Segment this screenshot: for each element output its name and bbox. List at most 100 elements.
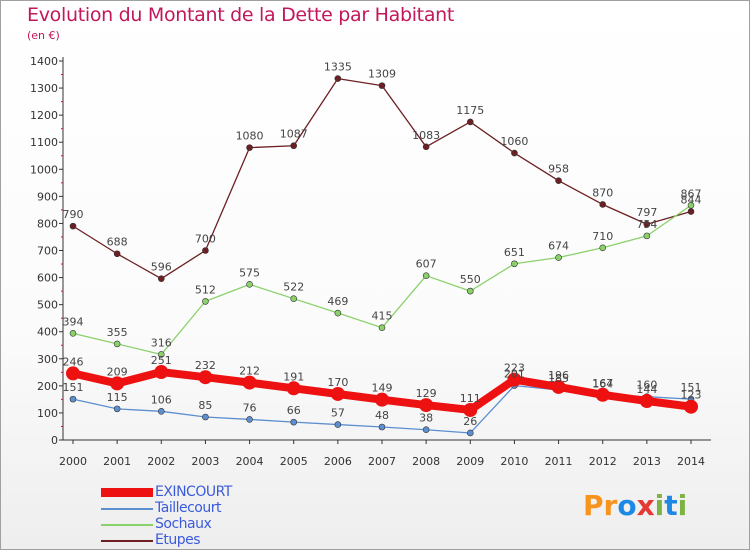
data-label-taillecourt: 48	[375, 409, 389, 422]
data-point-exincourt	[419, 398, 434, 413]
data-point-exincourt	[242, 375, 257, 390]
data-point-exincourt	[507, 372, 522, 387]
data-label-taillecourt: 160	[636, 379, 657, 392]
data-point-taillecourt	[202, 413, 209, 421]
data-point-etupes	[69, 222, 77, 230]
data-label-exincourt: 251	[151, 354, 172, 367]
y-tick-label: 1100	[30, 136, 58, 149]
data-point-sochaux	[511, 260, 518, 268]
data-point-exincourt	[375, 392, 389, 407]
legend-label-exincourt: EXINCOURT	[155, 484, 232, 500]
data-point-taillecourt	[157, 408, 165, 415]
data-label-etupes: 1335	[324, 61, 352, 74]
x-tick-label: 2012	[589, 455, 617, 468]
y-tick-label: 400	[37, 326, 58, 339]
data-point-taillecourt	[113, 405, 121, 413]
data-label-sochaux: 575	[239, 266, 260, 279]
data-point-exincourt	[66, 366, 80, 381]
x-tick-label: 2006	[324, 455, 352, 468]
data-label-etupes: 844	[681, 194, 702, 207]
data-point-taillecourt	[290, 418, 298, 426]
data-label-etupes: 596	[151, 261, 172, 274]
logo-letter: P	[583, 489, 604, 522]
data-label-exincourt: 246	[63, 355, 84, 368]
data-point-taillecourt	[422, 426, 430, 434]
data-label-exincourt: 232	[195, 359, 216, 372]
data-label-exincourt: 209	[107, 365, 128, 378]
data-label-etupes: 1080	[236, 130, 264, 143]
proxiti-logo: Proxiti	[583, 489, 687, 522]
data-label-etupes: 1060	[500, 135, 528, 148]
data-label-exincourt: 191	[283, 370, 304, 383]
data-label-taillecourt: 66	[287, 404, 301, 417]
data-label-sochaux: 607	[416, 258, 437, 271]
x-tick-label: 2005	[280, 455, 308, 468]
data-point-etupes	[157, 275, 165, 282]
y-tick-label: 600	[37, 272, 58, 285]
data-point-etupes	[466, 118, 474, 126]
data-point-taillecourt	[378, 423, 386, 431]
legend-item-sochaux: Sochaux	[101, 516, 361, 533]
data-point-exincourt	[684, 399, 698, 414]
legend-label-taillecourt: Taillecourt	[155, 500, 221, 516]
data-label-sochaux: 550	[460, 273, 481, 286]
data-label-taillecourt: 57	[331, 407, 345, 420]
x-tick-label: 2002	[147, 455, 175, 468]
data-point-sochaux	[113, 340, 121, 348]
data-point-etupes	[599, 201, 607, 208]
x-tick-label: 2007	[368, 455, 396, 468]
legend-label-sochaux: Sochaux	[155, 516, 212, 532]
data-point-etupes	[422, 143, 430, 151]
data-label-exincourt: 123	[681, 389, 702, 402]
data-label-exincourt: 129	[416, 387, 437, 400]
data-point-sochaux	[378, 324, 386, 331]
data-label-etupes: 1087	[280, 128, 308, 141]
data-point-etupes	[643, 220, 651, 228]
data-point-sochaux	[643, 232, 651, 240]
data-label-taillecourt: 151	[681, 381, 702, 394]
data-point-etupes	[511, 149, 518, 157]
y-tick-label: 500	[37, 299, 58, 312]
data-label-etupes: 790	[63, 208, 84, 221]
data-label-taillecourt: 164	[592, 378, 613, 391]
data-point-etupes	[290, 142, 298, 150]
data-label-sochaux: 316	[151, 336, 172, 349]
data-label-sochaux: 469	[327, 295, 348, 308]
data-point-exincourt	[286, 381, 301, 396]
data-point-sochaux	[422, 272, 430, 279]
data-point-sochaux	[334, 309, 342, 317]
logo-letter: i	[654, 489, 665, 522]
x-tick-label: 2013	[633, 455, 661, 468]
data-point-taillecourt	[246, 416, 253, 423]
data-label-taillecourt: 185	[548, 372, 569, 385]
logo-letter: x	[636, 489, 655, 522]
logo-letter: i	[677, 489, 688, 522]
data-label-etupes: 870	[592, 186, 613, 199]
series-line-sochaux	[72, 204, 692, 356]
legend-swatch-sochaux	[101, 524, 153, 526]
y-tick-label: 700	[37, 245, 58, 258]
data-label-taillecourt: 76	[243, 401, 257, 414]
data-label-etupes: 797	[636, 206, 657, 219]
x-tick-label: 2011	[545, 455, 573, 468]
data-label-etupes: 1309	[368, 68, 396, 81]
data-label-taillecourt: 38	[419, 412, 433, 425]
data-point-exincourt	[639, 394, 654, 409]
data-label-exincourt: 149	[372, 382, 393, 395]
x-tick-label: 2004	[236, 455, 264, 468]
data-point-etupes	[555, 177, 562, 184]
data-label-sochaux: 867	[681, 187, 702, 200]
data-label-taillecourt: 151	[63, 381, 84, 394]
data-point-exincourt	[595, 387, 610, 402]
legend-swatch-taillecourt	[101, 508, 153, 510]
data-label-sochaux: 710	[592, 230, 613, 243]
y-tick-label: 200	[37, 380, 58, 393]
x-tick-label: 2009	[456, 455, 484, 468]
data-label-exincourt: 170	[327, 376, 348, 389]
y-tick-label: 300	[37, 353, 58, 366]
data-point-etupes	[113, 250, 121, 258]
legend-item-taillecourt: Taillecourt	[101, 500, 361, 517]
data-point-etupes	[378, 82, 386, 89]
